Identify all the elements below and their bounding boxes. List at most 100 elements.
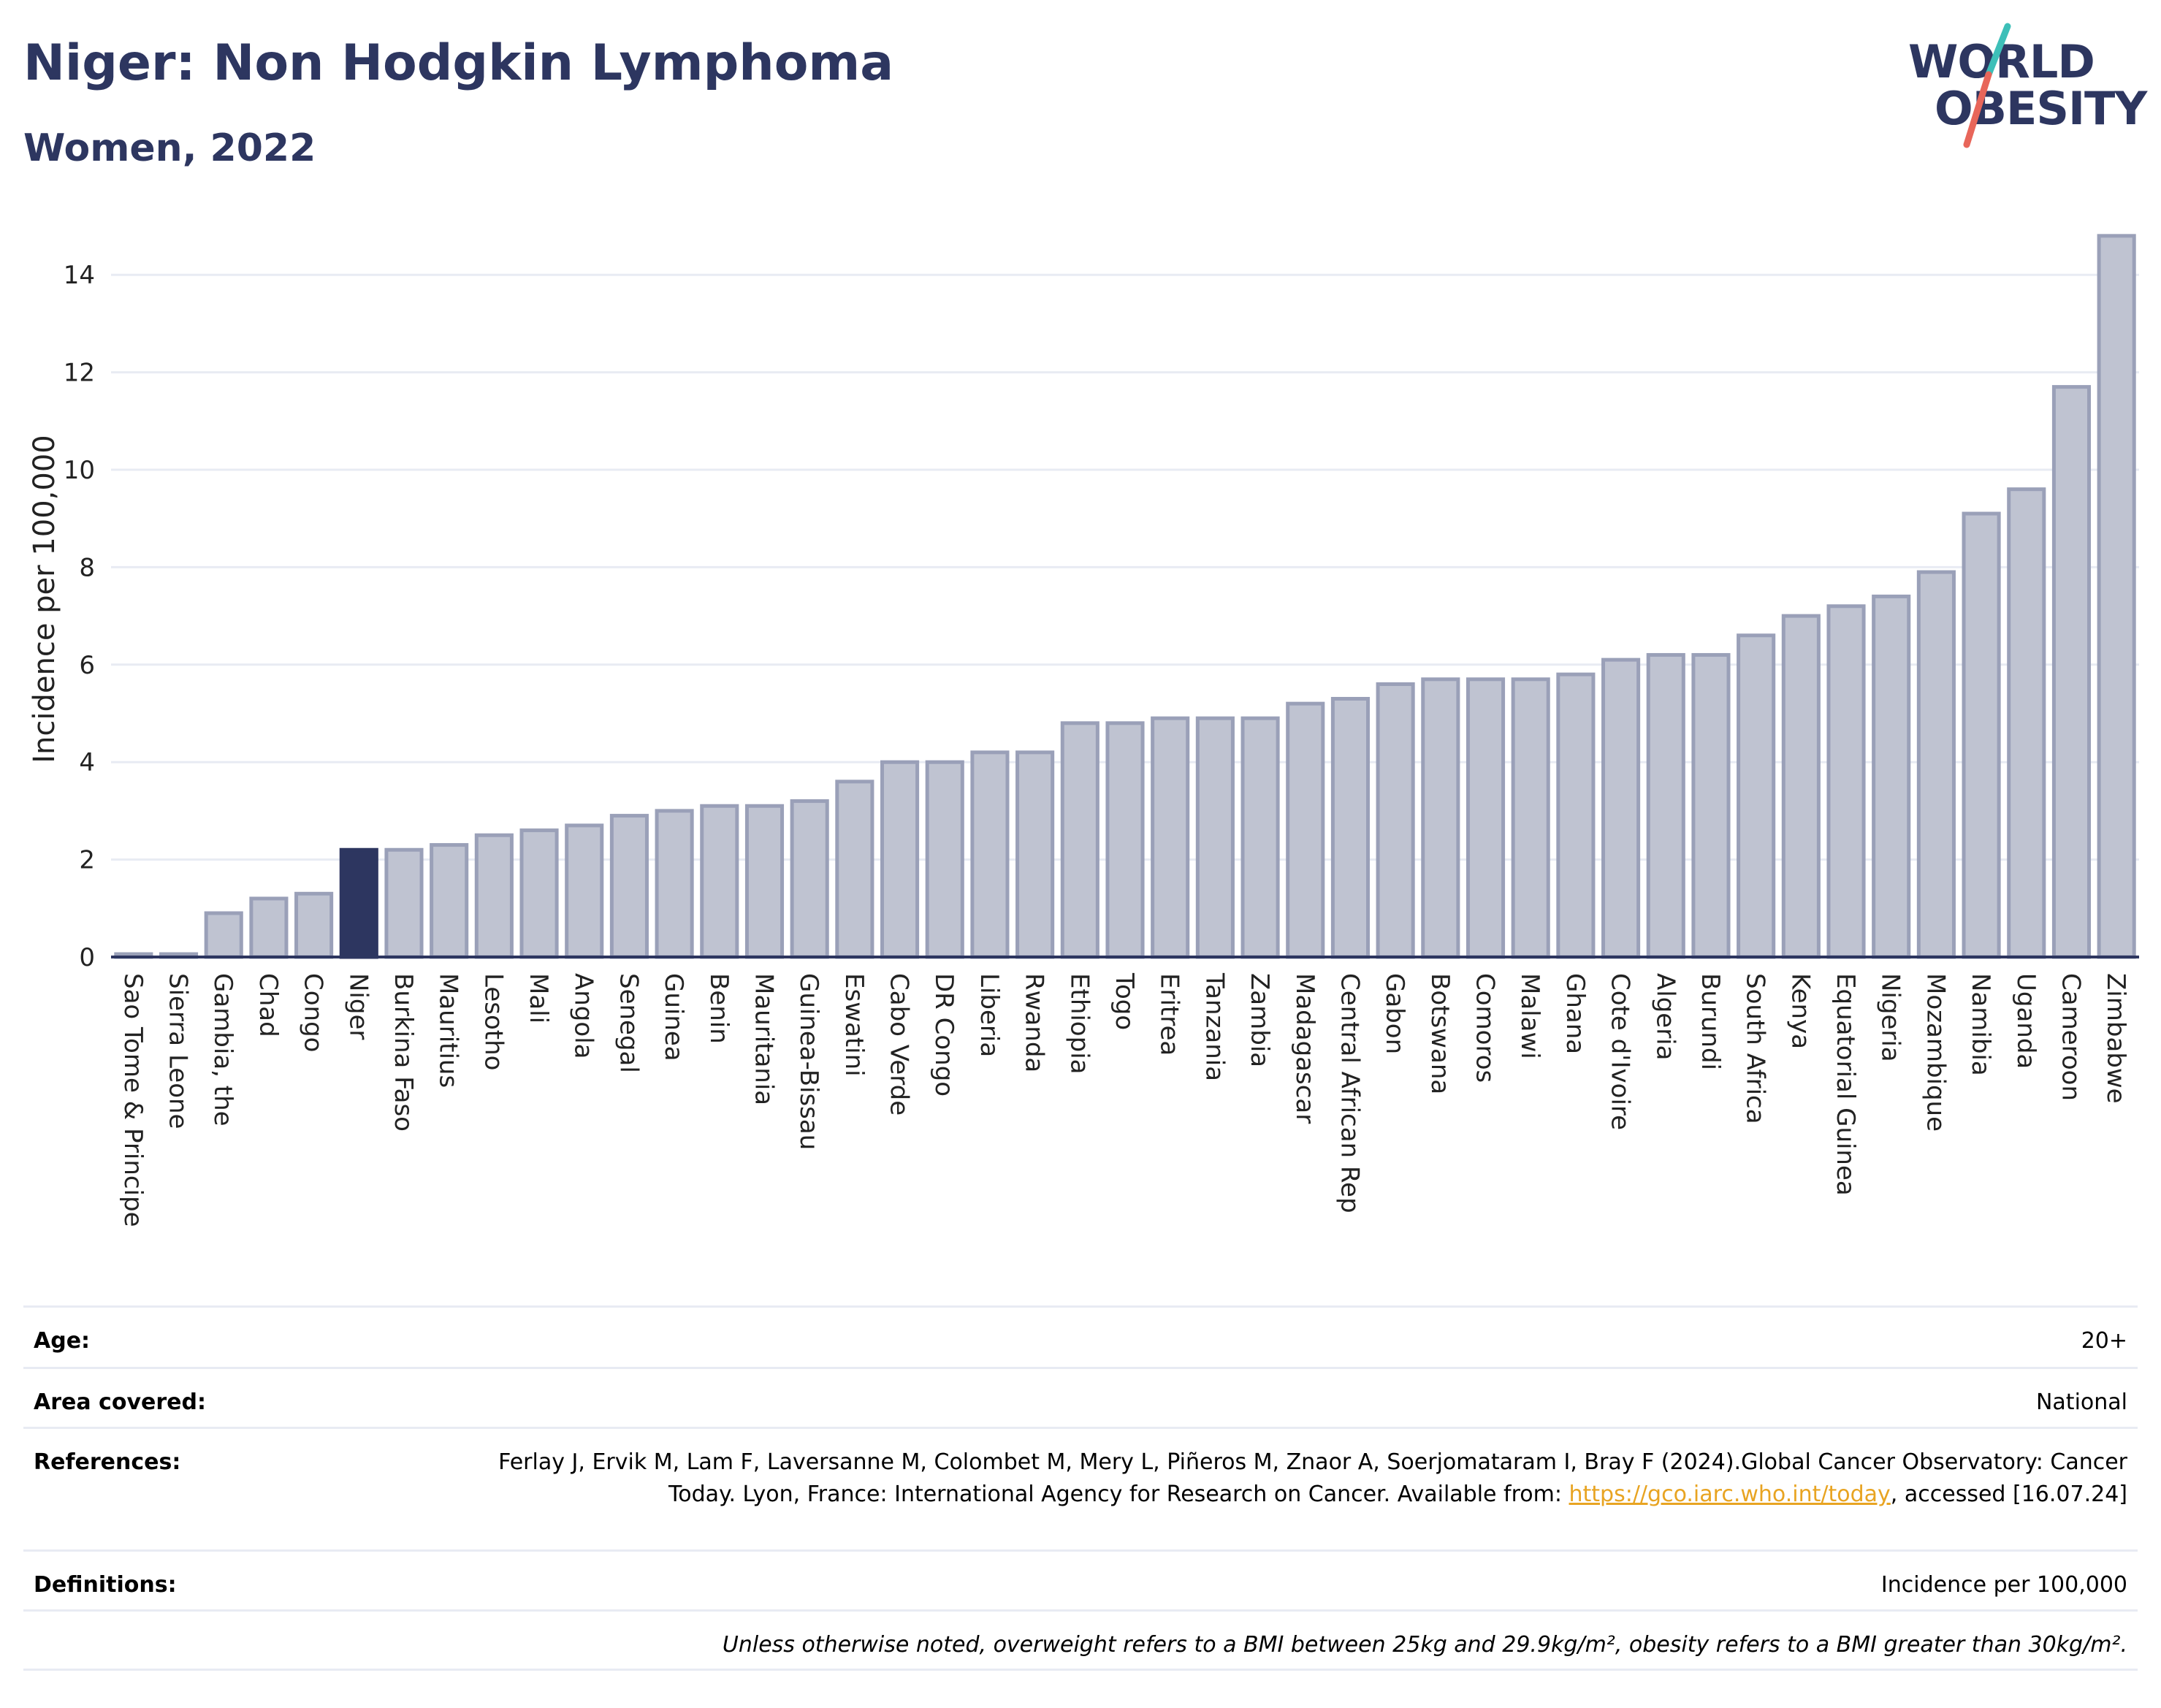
bar-angola (565, 823, 604, 959)
references-link[interactable]: https://gco.iarc.who.int/today (1569, 1482, 1891, 1507)
x-tick-label: Rwanda (1020, 973, 1049, 1072)
bar-madagascar (1286, 701, 1325, 959)
x-tick-label: Ghana (1560, 973, 1590, 1054)
x-tick-label: Burkina Faso (389, 973, 418, 1132)
bar-nigeria (1872, 594, 1911, 959)
bar-gambia-the (204, 911, 243, 959)
x-tick-label: Malawi (1515, 973, 1544, 1059)
x-tick-label: Cabo Verde (885, 973, 914, 1116)
x-tick-label: Zambia (1245, 973, 1274, 1067)
bar-guinea (655, 809, 694, 959)
area-value: National (2035, 1389, 2127, 1415)
bar-chart: 0 2 4 6 8 10 12 14 Incidence per 100,000 Sao Tome… (28, 234, 2139, 1227)
bar-cabo-verde (880, 760, 920, 959)
x-tick-label: Sierra Leone (164, 973, 193, 1129)
x-tick-label: Comoros (1471, 973, 1500, 1083)
bar-liberia (970, 750, 1010, 959)
x-tick-label: Namibia (1966, 973, 1995, 1076)
bar-eritrea (1151, 716, 1190, 959)
definitions-label: Definitions: (34, 1572, 177, 1598)
bar-zimbabwe (2097, 234, 2136, 959)
x-tick-label: Ethiopia (1064, 973, 1094, 1074)
definitions-value: Incidence per 100,000 (1880, 1572, 2127, 1598)
x-tick-label: Benin (704, 973, 733, 1044)
bar-dr-congo (925, 760, 964, 959)
bar-gabon (1376, 682, 1415, 959)
bar-namibia (1962, 511, 2001, 959)
bar-ethiopia (1060, 721, 1099, 959)
y-tick-label: 6 (79, 651, 95, 680)
bar-malawi (1511, 677, 1550, 959)
x-tick-label: Burundi (1696, 973, 1725, 1070)
x-tick-label: Mozambique (1921, 973, 1950, 1132)
y-axis-label: Incidence per 100,000 (28, 435, 61, 763)
bar-comoros (1466, 677, 1506, 959)
bar-tanzania (1195, 716, 1235, 959)
bar-senegal (609, 814, 649, 959)
x-tick-label: Togo (1110, 972, 1139, 1030)
references-text-part-2: , accessed [16.07.24] (1890, 1482, 2127, 1507)
bar-ghana (1556, 672, 1596, 959)
y-tick-label: 0 (79, 943, 95, 972)
bar-south-africa (1737, 633, 1776, 959)
bar-rwanda (1015, 750, 1055, 959)
x-tick-label: Gambia, the (208, 973, 237, 1126)
page-title: Niger: Non Hodgkin Lymphoma (23, 34, 894, 92)
x-tick-label: Angola (569, 973, 598, 1059)
bar-lesotho (474, 833, 514, 959)
x-tick-label: Chad (254, 973, 283, 1037)
x-tick-label: Gabon (1380, 973, 1409, 1054)
bar-botswana (1421, 677, 1460, 959)
references-label: References: (34, 1449, 181, 1475)
bar-niger (339, 847, 378, 959)
area-label: Area covered: (34, 1389, 206, 1415)
info-row-area: Area covered: National (23, 1367, 2138, 1427)
x-tick-label: Algeria (1650, 973, 1680, 1060)
x-tick-label: Botswana (1425, 973, 1455, 1094)
bar-mozambique (1916, 570, 1956, 959)
y-tick-label: 2 (79, 846, 95, 875)
age-label: Age: (34, 1328, 91, 1354)
x-tick-label: Guinea (659, 973, 688, 1061)
bar-eswatini (835, 779, 874, 959)
x-tick-label: DR Congo (929, 973, 958, 1097)
x-tick-label: Eswatini (839, 973, 869, 1077)
info-row-note: Unless otherwise noted, overweight refer… (23, 1609, 2138, 1671)
x-tick-label: Equatorial Guinea (1831, 973, 1860, 1196)
y-tick-label: 10 (64, 456, 95, 485)
bar-chad (249, 896, 289, 959)
references-text-part-1: Ferlay J, Ervik M, Lam F, Laversanne M, … (498, 1449, 2127, 1507)
x-tick-label: Zimbabwe (2101, 973, 2130, 1104)
bar-mali (519, 828, 559, 959)
bar-equatorial-guinea (1826, 604, 1866, 959)
world-obesity-logo: WORLD OBESITY (1899, 20, 2148, 159)
x-tick-label: Nigeria (1876, 973, 1905, 1062)
x-tick-label: Madagascar (1290, 973, 1319, 1124)
x-tick-label: Mali (524, 973, 553, 1023)
bar-burundi (1691, 652, 1731, 959)
x-tick-label: Uganda (2011, 973, 2040, 1069)
bar-central-african-rep (1330, 696, 1371, 959)
info-row-age: Age: 20+ (23, 1305, 2138, 1367)
x-tick-label: Congo (299, 973, 328, 1052)
x-tick-label: Sao Tome & Principe (118, 973, 148, 1227)
y-tick-label: 8 (79, 553, 95, 582)
bar-zambia (1240, 716, 1280, 959)
x-tick-label: Mauritius (434, 973, 463, 1088)
bar-cameroon (2051, 385, 2092, 959)
bar-benin (700, 804, 739, 959)
x-tick-label: Niger (343, 973, 373, 1040)
x-tick-label: South Africa (1741, 973, 1770, 1124)
x-tick-label: Guinea-Bissau (794, 973, 823, 1150)
bar-kenya (1781, 614, 1821, 959)
info-row-references: References: Ferlay J, Ervik M, Lam F, La… (23, 1427, 2138, 1549)
bar-mauritania (744, 804, 785, 959)
info-row-definitions: Definitions: Incidence per 100,000 (23, 1549, 2138, 1609)
logo-slash-icon (1963, 23, 2011, 148)
bar-guinea-bissau (790, 799, 829, 959)
bar-togo (1105, 721, 1145, 959)
y-tick-label: 12 (64, 359, 95, 388)
bmi-note: Unless otherwise noted, overweight refer… (722, 1632, 2127, 1658)
x-tick-label: Central African Rep (1335, 973, 1364, 1213)
x-tick-label: Eritrea (1155, 973, 1184, 1056)
